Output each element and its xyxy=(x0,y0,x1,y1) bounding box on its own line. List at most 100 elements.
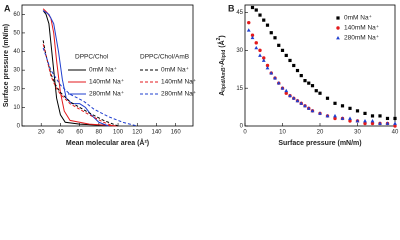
line-series xyxy=(42,47,138,127)
point xyxy=(310,108,315,113)
line-series xyxy=(42,10,119,127)
x-tick-label: 30 xyxy=(354,130,361,136)
line-series xyxy=(42,43,114,127)
y-axis-title-part: -A xyxy=(219,60,226,67)
point xyxy=(393,121,397,125)
point xyxy=(273,36,277,40)
point xyxy=(348,106,352,110)
point xyxy=(340,116,345,120)
y-axis-title-part: A xyxy=(219,91,226,96)
y-axis-title: Alipid/AmB-Alipid (Å2) xyxy=(216,35,227,96)
point xyxy=(370,114,375,118)
point xyxy=(292,63,296,68)
point xyxy=(306,106,311,110)
y-tick-label: 30 xyxy=(236,48,243,54)
y-tick-label: 45 xyxy=(236,10,243,16)
x-tick-label: 20 xyxy=(38,130,45,136)
point xyxy=(333,101,337,105)
point xyxy=(276,81,281,85)
point xyxy=(273,76,277,80)
point xyxy=(288,93,292,98)
point xyxy=(355,118,360,123)
point xyxy=(246,28,251,32)
point xyxy=(265,63,270,68)
point xyxy=(262,18,266,22)
panel-label: B xyxy=(228,3,235,13)
x-tick-label: 0 xyxy=(243,130,247,136)
point xyxy=(261,58,266,62)
legend-swatch xyxy=(336,16,340,20)
point xyxy=(299,101,304,105)
point xyxy=(348,116,352,120)
point xyxy=(303,79,307,83)
point xyxy=(254,8,258,12)
point xyxy=(303,103,307,108)
point xyxy=(363,111,367,115)
point xyxy=(247,20,251,25)
point xyxy=(333,113,337,118)
y-axis-title-part: ) xyxy=(219,35,226,37)
point xyxy=(348,119,352,123)
point xyxy=(325,113,330,118)
y-tick-label: 0 xyxy=(240,124,244,130)
point xyxy=(378,114,382,118)
point xyxy=(280,48,285,52)
point xyxy=(258,48,262,53)
point xyxy=(325,96,330,100)
point xyxy=(363,118,367,123)
y-axis-title: Surface pressure (mN/m) xyxy=(3,24,10,107)
point xyxy=(299,73,303,78)
point xyxy=(318,91,322,95)
legend-label: 0mM Na⁺ xyxy=(161,67,190,74)
point xyxy=(277,43,281,47)
y-tick-label: 60 xyxy=(13,12,20,18)
legend-swatch xyxy=(336,36,340,40)
x-tick-label: 100 xyxy=(113,130,124,136)
x-tick-label: 10 xyxy=(279,130,286,136)
x-tick-label: 20 xyxy=(317,130,324,136)
point xyxy=(370,118,375,123)
x-axis-title: Surface pressure (mN/m) xyxy=(278,140,361,147)
point xyxy=(284,88,289,93)
point xyxy=(385,121,390,125)
y-tick-label: 40 xyxy=(13,49,20,55)
panel-label: A xyxy=(4,3,11,13)
point xyxy=(393,116,397,121)
legend-label: 280mM Na⁺ xyxy=(89,91,125,98)
point xyxy=(307,81,311,85)
point xyxy=(262,56,266,60)
point xyxy=(250,33,255,37)
x-tick-label: 60 xyxy=(76,130,83,136)
y-axis-title-part: (Å xyxy=(217,40,226,49)
point xyxy=(284,53,288,58)
legend-label: 0mM Na⁺ xyxy=(89,67,118,74)
point xyxy=(280,86,285,90)
x-axis-title: Mean molecular area (Å²) xyxy=(66,138,149,147)
x-tick-label: 140 xyxy=(151,130,162,136)
legend-label: 140mM Na⁺ xyxy=(344,25,380,32)
legend-label: 140mM Na⁺ xyxy=(89,79,125,86)
plot-frame xyxy=(21,4,194,127)
point xyxy=(295,98,300,103)
legend-swatch xyxy=(336,26,340,30)
legend-label: 0mM Na⁺ xyxy=(344,15,373,22)
y-axis-title-part: lipid xyxy=(221,50,227,60)
y-tick-label: 50 xyxy=(13,31,20,37)
y-axis-title-part: lipid/AmB xyxy=(221,67,227,91)
point xyxy=(265,23,270,27)
x-tick-label: 80 xyxy=(96,130,103,136)
point xyxy=(310,84,315,88)
point xyxy=(370,121,375,126)
point xyxy=(254,45,259,50)
point xyxy=(269,71,274,75)
y-tick-label: 20 xyxy=(13,86,20,92)
legend-label: 280mM Na⁺ xyxy=(161,91,197,98)
legend-group-title: DPPC/Chol/AmB xyxy=(140,54,189,61)
point xyxy=(258,13,262,17)
point xyxy=(363,121,367,126)
point xyxy=(378,121,382,125)
point xyxy=(318,111,322,115)
point xyxy=(295,68,300,73)
y-tick-label: 30 xyxy=(13,68,20,74)
